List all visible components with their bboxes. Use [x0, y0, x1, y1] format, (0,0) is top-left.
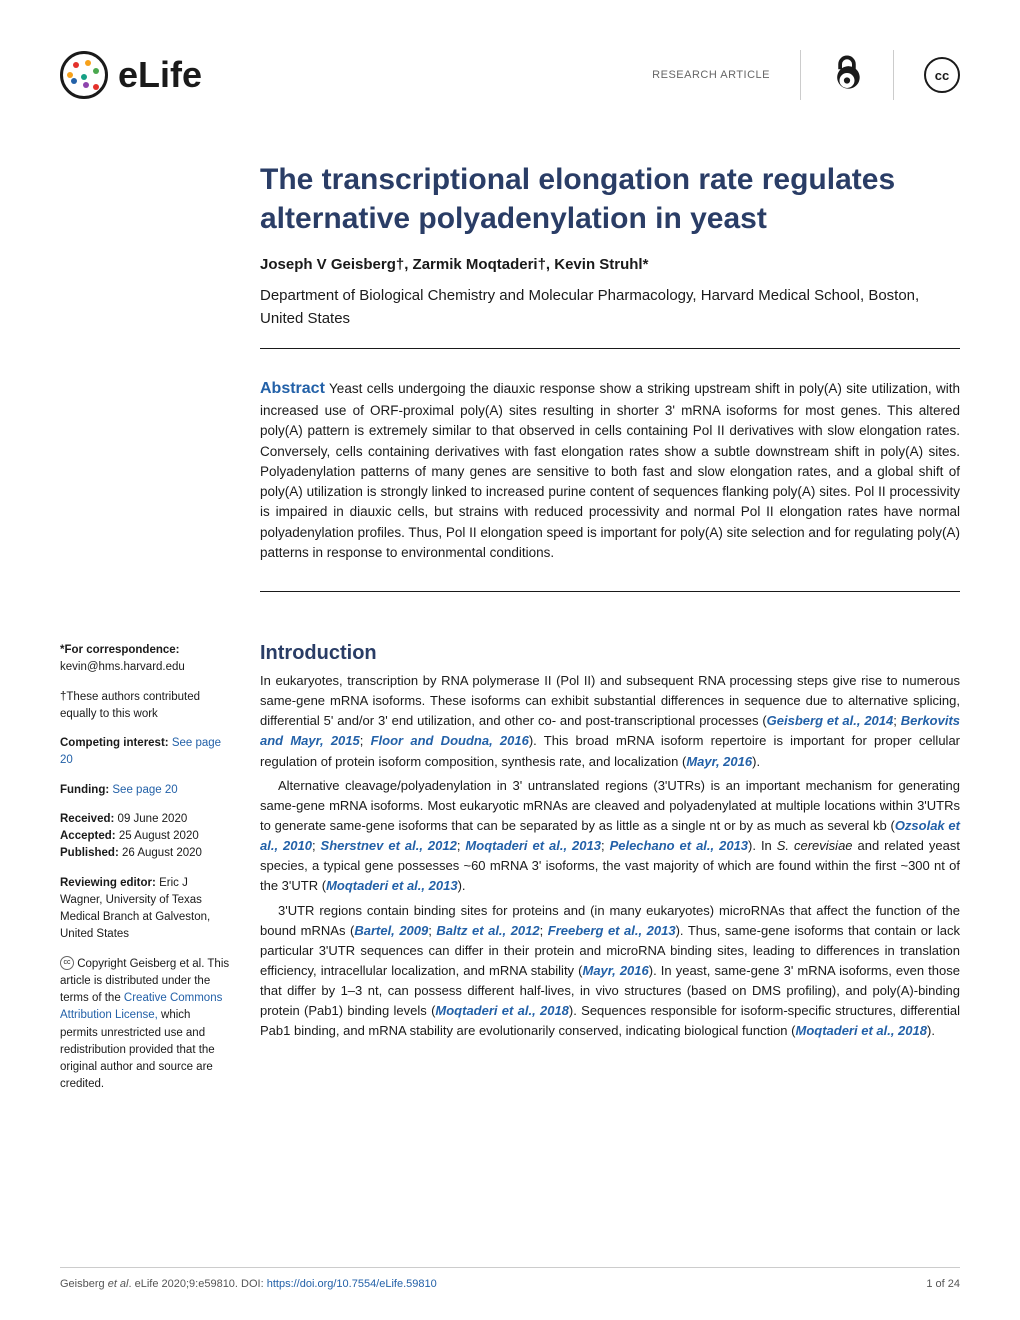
- article-body: Introduction In eukaryotes, transcriptio…: [260, 642, 960, 1106]
- equal-contribution-note: †These authors contributed equally to th…: [60, 689, 230, 724]
- abstract-label: Abstract: [260, 380, 325, 397]
- intro-paragraph-3: 3'UTR regions contain binding sites for …: [260, 901, 960, 1042]
- author-list: Joseph V Geisberg†, Zarmik Moqtaderi†, K…: [260, 256, 960, 273]
- citation-link[interactable]: Mayr, 2016: [582, 963, 648, 978]
- citation-link[interactable]: Moqtaderi et al., 2018: [795, 1023, 927, 1038]
- citation-link[interactable]: Bartel, 2009: [354, 923, 428, 938]
- abstract-text: Yeast cells undergoing the diauxic respo…: [260, 381, 960, 560]
- article-sidebar: *For correspondence: kevin@hms.harvard.e…: [60, 642, 230, 1106]
- doi-link[interactable]: https://doi.org/10.7554/eLife.59810: [267, 1278, 437, 1290]
- intro-paragraph-2: Alternative cleavage/polyadenylation in …: [260, 776, 960, 897]
- citation-link[interactable]: Moqtaderi et al., 2018: [435, 1003, 569, 1018]
- citation-link[interactable]: Baltz et al., 2012: [436, 923, 539, 938]
- citation-link[interactable]: Moqtaderi et al., 2013: [465, 838, 601, 853]
- divider: [893, 50, 894, 100]
- citation-link[interactable]: Pelechano et al., 2013: [610, 838, 748, 853]
- citation-link[interactable]: Freeberg et al., 2013: [548, 923, 676, 938]
- divider: [800, 50, 801, 100]
- received-label: Received:: [60, 813, 114, 825]
- received-date: 09 June 2020: [118, 813, 188, 825]
- abstract-paragraph: Abstract Yeast cells undergoing the diau…: [260, 377, 960, 563]
- journal-logo: eLife: [60, 51, 202, 99]
- species-name: S. cerevisiae: [777, 838, 853, 853]
- cc-license-icon: cc: [924, 57, 960, 93]
- accepted-date: 25 August 2020: [119, 830, 199, 842]
- elife-logo-icon: [60, 51, 108, 99]
- copyright-suffix: which permits unrestricted use and redis…: [60, 1009, 215, 1090]
- published-date: 26 August 2020: [122, 847, 202, 859]
- correspondence-label: *For correspondence:: [60, 644, 180, 656]
- citation-link[interactable]: Floor and Doudna, 2016: [371, 733, 529, 748]
- journal-name: eLife: [118, 54, 202, 96]
- cc-small-icon: cc: [60, 956, 74, 970]
- page-header: eLife RESEARCH ARTICLE cc: [60, 50, 960, 100]
- copyright-block: cc Copyright Geisberg et al. This articl…: [60, 956, 230, 1094]
- accepted-label: Accepted:: [60, 830, 116, 842]
- competing-interest-label: Competing interest:: [60, 737, 169, 749]
- divider: [260, 348, 960, 349]
- citation-link[interactable]: Geisberg et al., 2014: [767, 713, 894, 728]
- citation-link[interactable]: Moqtaderi et al., 2013: [326, 878, 458, 893]
- page-footer: Geisberg et al. eLife 2020;9:e59810. DOI…: [60, 1267, 960, 1290]
- funding-label: Funding:: [60, 784, 109, 796]
- citation-link[interactable]: Sherstnev et al., 2012: [321, 838, 457, 853]
- open-access-icon: [831, 53, 863, 98]
- section-heading-introduction: Introduction: [260, 642, 960, 665]
- article-type-label: RESEARCH ARTICLE: [652, 69, 770, 81]
- citation-link[interactable]: Mayr, 2016: [686, 754, 752, 769]
- footer-citation: Geisberg et al. eLife 2020;9:e59810. DOI…: [60, 1278, 437, 1290]
- funding-link[interactable]: See page 20: [112, 784, 177, 796]
- published-label: Published:: [60, 847, 119, 859]
- correspondence-email: kevin@hms.harvard.edu: [60, 661, 185, 673]
- header-meta: RESEARCH ARTICLE cc: [652, 50, 960, 100]
- intro-paragraph-1: In eukaryotes, transcription by RNA poly…: [260, 671, 960, 772]
- divider: [260, 591, 960, 592]
- article-title: The transcriptional elongation rate regu…: [260, 160, 960, 238]
- page-number: 1 of 24: [926, 1278, 960, 1290]
- reviewing-editor-label: Reviewing editor:: [60, 877, 156, 889]
- affiliation: Department of Biological Chemistry and M…: [260, 285, 960, 330]
